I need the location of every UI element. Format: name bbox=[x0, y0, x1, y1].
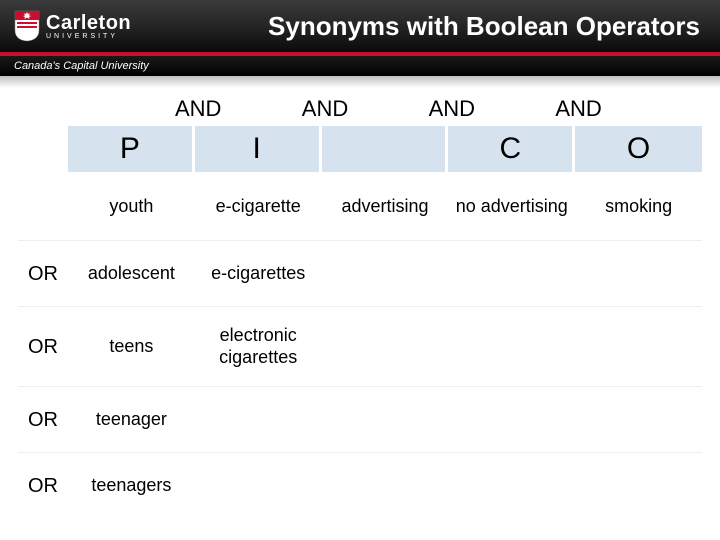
table-cell: teenager bbox=[68, 386, 195, 452]
and-operator-row: AND AND AND AND bbox=[18, 96, 702, 122]
university-name: Carleton bbox=[46, 12, 131, 34]
synonym-table: youth e-cigarette advertising no adverti… bbox=[18, 174, 702, 518]
pico-header-i: I bbox=[195, 126, 319, 172]
table-cell: youth bbox=[68, 174, 195, 240]
table-cell bbox=[195, 452, 322, 518]
table-cell: adolescent bbox=[68, 240, 195, 306]
table-cell bbox=[448, 452, 575, 518]
pico-header-p: P bbox=[68, 126, 192, 172]
pico-header-c: C bbox=[448, 126, 572, 172]
table-cell: electronic cigarettes bbox=[195, 306, 322, 386]
spacer bbox=[18, 126, 68, 172]
slide-title: Synonyms with Boolean Operators bbox=[268, 11, 706, 42]
table-cell bbox=[575, 386, 702, 452]
slide-header: Carleton UNIVERSITY Synonyms with Boolea… bbox=[0, 0, 720, 88]
header-bar: Carleton UNIVERSITY Synonyms with Boolea… bbox=[0, 0, 720, 56]
and-label: AND bbox=[388, 96, 515, 122]
pico-header-row: P I C O bbox=[18, 126, 702, 172]
tagline-bar: Canada's Capital University bbox=[0, 56, 720, 76]
table-cell: e-cigarette bbox=[195, 174, 322, 240]
or-label: OR bbox=[18, 306, 68, 386]
table-cell: e-cigarettes bbox=[195, 240, 322, 306]
table-cell: teenagers bbox=[68, 452, 195, 518]
table-cell bbox=[575, 452, 702, 518]
shield-icon bbox=[14, 10, 40, 42]
carleton-logo: Carleton UNIVERSITY bbox=[14, 10, 131, 42]
table-cell: teens bbox=[68, 306, 195, 386]
header-shadow bbox=[0, 76, 720, 88]
table-cell bbox=[322, 240, 449, 306]
table-cell: advertising bbox=[322, 174, 449, 240]
table-cell bbox=[575, 306, 702, 386]
table-cell bbox=[448, 306, 575, 386]
pico-header-blank bbox=[322, 126, 446, 172]
table-cell: no advertising bbox=[448, 174, 575, 240]
or-label: OR bbox=[18, 240, 68, 306]
or-label bbox=[18, 174, 68, 240]
table-cell bbox=[448, 386, 575, 452]
table-cell bbox=[448, 240, 575, 306]
or-label: OR bbox=[18, 386, 68, 452]
university-sub: UNIVERSITY bbox=[46, 33, 131, 40]
table-cell bbox=[575, 240, 702, 306]
spacer bbox=[18, 96, 68, 122]
table-cell bbox=[195, 386, 322, 452]
and-label: AND bbox=[262, 96, 389, 122]
and-label: AND bbox=[515, 96, 642, 122]
slide-content: AND AND AND AND P I C O youth e-cigarett… bbox=[0, 88, 720, 518]
or-label: OR bbox=[18, 452, 68, 518]
and-label: AND bbox=[135, 96, 262, 122]
table-cell bbox=[322, 452, 449, 518]
table-cell bbox=[322, 386, 449, 452]
table-cell: smoking bbox=[575, 174, 702, 240]
table-cell bbox=[322, 306, 449, 386]
pico-header-o: O bbox=[575, 126, 702, 172]
university-wordmark: Carleton UNIVERSITY bbox=[46, 12, 131, 40]
